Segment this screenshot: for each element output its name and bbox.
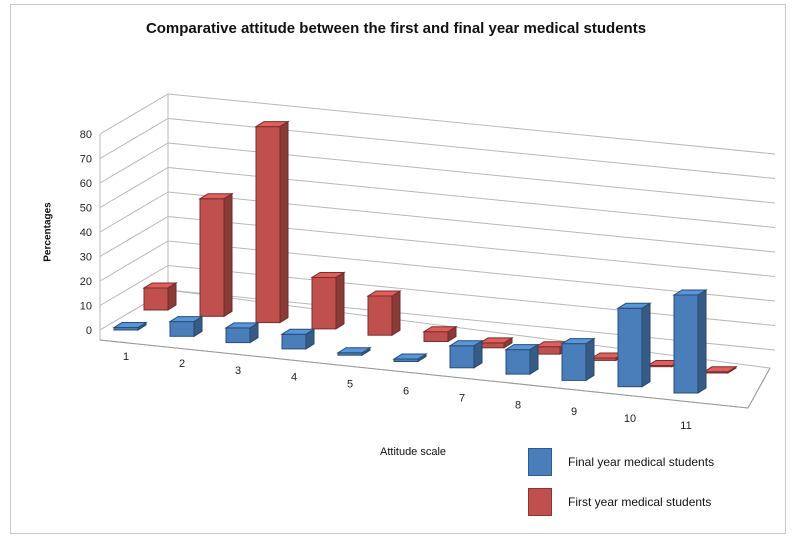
y-tick-label: 10 — [80, 301, 92, 313]
final-year-bar-front — [169, 321, 195, 337]
first-year-bar-front — [255, 126, 281, 324]
side-gridline — [99, 167, 169, 208]
x-tick-label: 6 — [403, 386, 409, 398]
y-tick-label: 0 — [86, 325, 92, 337]
first-year-bar-front — [367, 295, 393, 336]
final-year-bar-front — [617, 307, 643, 388]
first-year-bar-top — [366, 290, 402, 297]
final-year-bar-top — [560, 338, 596, 345]
final-year-bar-top — [168, 316, 204, 323]
final-year-bar-top — [224, 322, 260, 329]
first-year-bar-front — [199, 198, 225, 317]
y-tick-label: 80 — [80, 129, 92, 141]
final-year-bar-top — [504, 344, 540, 351]
x-tick-label: 7 — [459, 392, 465, 404]
side-gridline — [99, 191, 169, 233]
final-year-bar-side — [641, 302, 651, 388]
y-tick-label: 60 — [80, 178, 92, 190]
final-year-bar-side — [585, 337, 595, 382]
final-year-bar-top — [112, 322, 148, 329]
x-tick-label: 1 — [123, 351, 129, 363]
y-tick-label: 40 — [80, 227, 92, 239]
side-gridline — [99, 216, 169, 257]
first-year-bar-top — [254, 121, 290, 128]
x-tick-label: 8 — [515, 399, 521, 411]
first-year-bar-top — [478, 337, 514, 344]
x-tick-label: 9 — [571, 406, 577, 418]
final-year-bar-front — [225, 327, 251, 344]
final-year-bar-top — [336, 347, 372, 354]
first-year-bar-top — [422, 326, 458, 333]
final-year-bar-front — [449, 345, 475, 369]
x-axis-label: Attitude scale — [380, 446, 447, 458]
first-year-bar-top — [142, 282, 178, 289]
legend-item-first-year: First year medical students — [528, 488, 711, 516]
x-tick-label: 4 — [291, 372, 297, 384]
legend-label-first-year: First year medical students — [568, 495, 712, 509]
legend-label-final-year: Final year medical students — [568, 455, 715, 469]
first-year-bar-top — [702, 366, 738, 373]
final-year-bar-side — [697, 289, 707, 394]
first-year-bar-front — [143, 287, 169, 311]
first-year-bar-side — [223, 192, 233, 318]
chart-frame — [10, 4, 786, 534]
x-tick-label: 10 — [624, 413, 636, 425]
floor-edge — [747, 367, 771, 409]
final-year-bar-top — [448, 340, 484, 347]
first-year-bar-front — [535, 346, 561, 355]
final-year-bar-front — [561, 343, 587, 381]
first-year-bar-side — [279, 120, 289, 324]
first-year-bar-top — [310, 271, 346, 278]
first-year-bar-front — [423, 331, 449, 343]
side-gridline — [99, 240, 169, 282]
side-gridline — [99, 265, 169, 306]
side-gridline — [99, 93, 169, 135]
back-gridline — [167, 93, 776, 155]
first-year-bar-side — [335, 271, 345, 330]
x-tick-label: 3 — [235, 365, 241, 377]
first-year-bar-front — [479, 342, 505, 349]
x-tick-label: 11 — [680, 420, 691, 432]
final-year-bar-top — [280, 328, 316, 335]
first-year-bar-front — [311, 276, 337, 330]
final-year-bar-top — [392, 353, 428, 360]
legend-swatch-final-year — [528, 448, 552, 476]
side-gridline — [99, 142, 169, 184]
y-tick-label: 30 — [80, 252, 92, 264]
y-tick-label: 20 — [80, 276, 92, 288]
y-tick-label: 70 — [80, 154, 92, 166]
x-tick-label: 5 — [347, 379, 353, 391]
final-year-bar-top — [616, 302, 652, 309]
x-tick-label: 2 — [179, 358, 185, 370]
chart-title: Comparative attitude between the first a… — [145, 20, 647, 37]
final-year-bar-front — [505, 349, 531, 375]
first-year-bar-side — [391, 290, 401, 337]
legend-swatch-first-year — [528, 488, 552, 516]
x-axis-line — [99, 339, 749, 409]
y-tick-label: 50 — [80, 203, 92, 215]
side-gridline — [99, 118, 169, 159]
legend-item-final-year: Final year medical students — [528, 448, 714, 476]
first-year-bar-top — [198, 193, 234, 200]
final-year-bar-front — [281, 333, 307, 350]
final-year-bar-front — [673, 294, 699, 394]
final-year-bar-top — [672, 289, 708, 296]
